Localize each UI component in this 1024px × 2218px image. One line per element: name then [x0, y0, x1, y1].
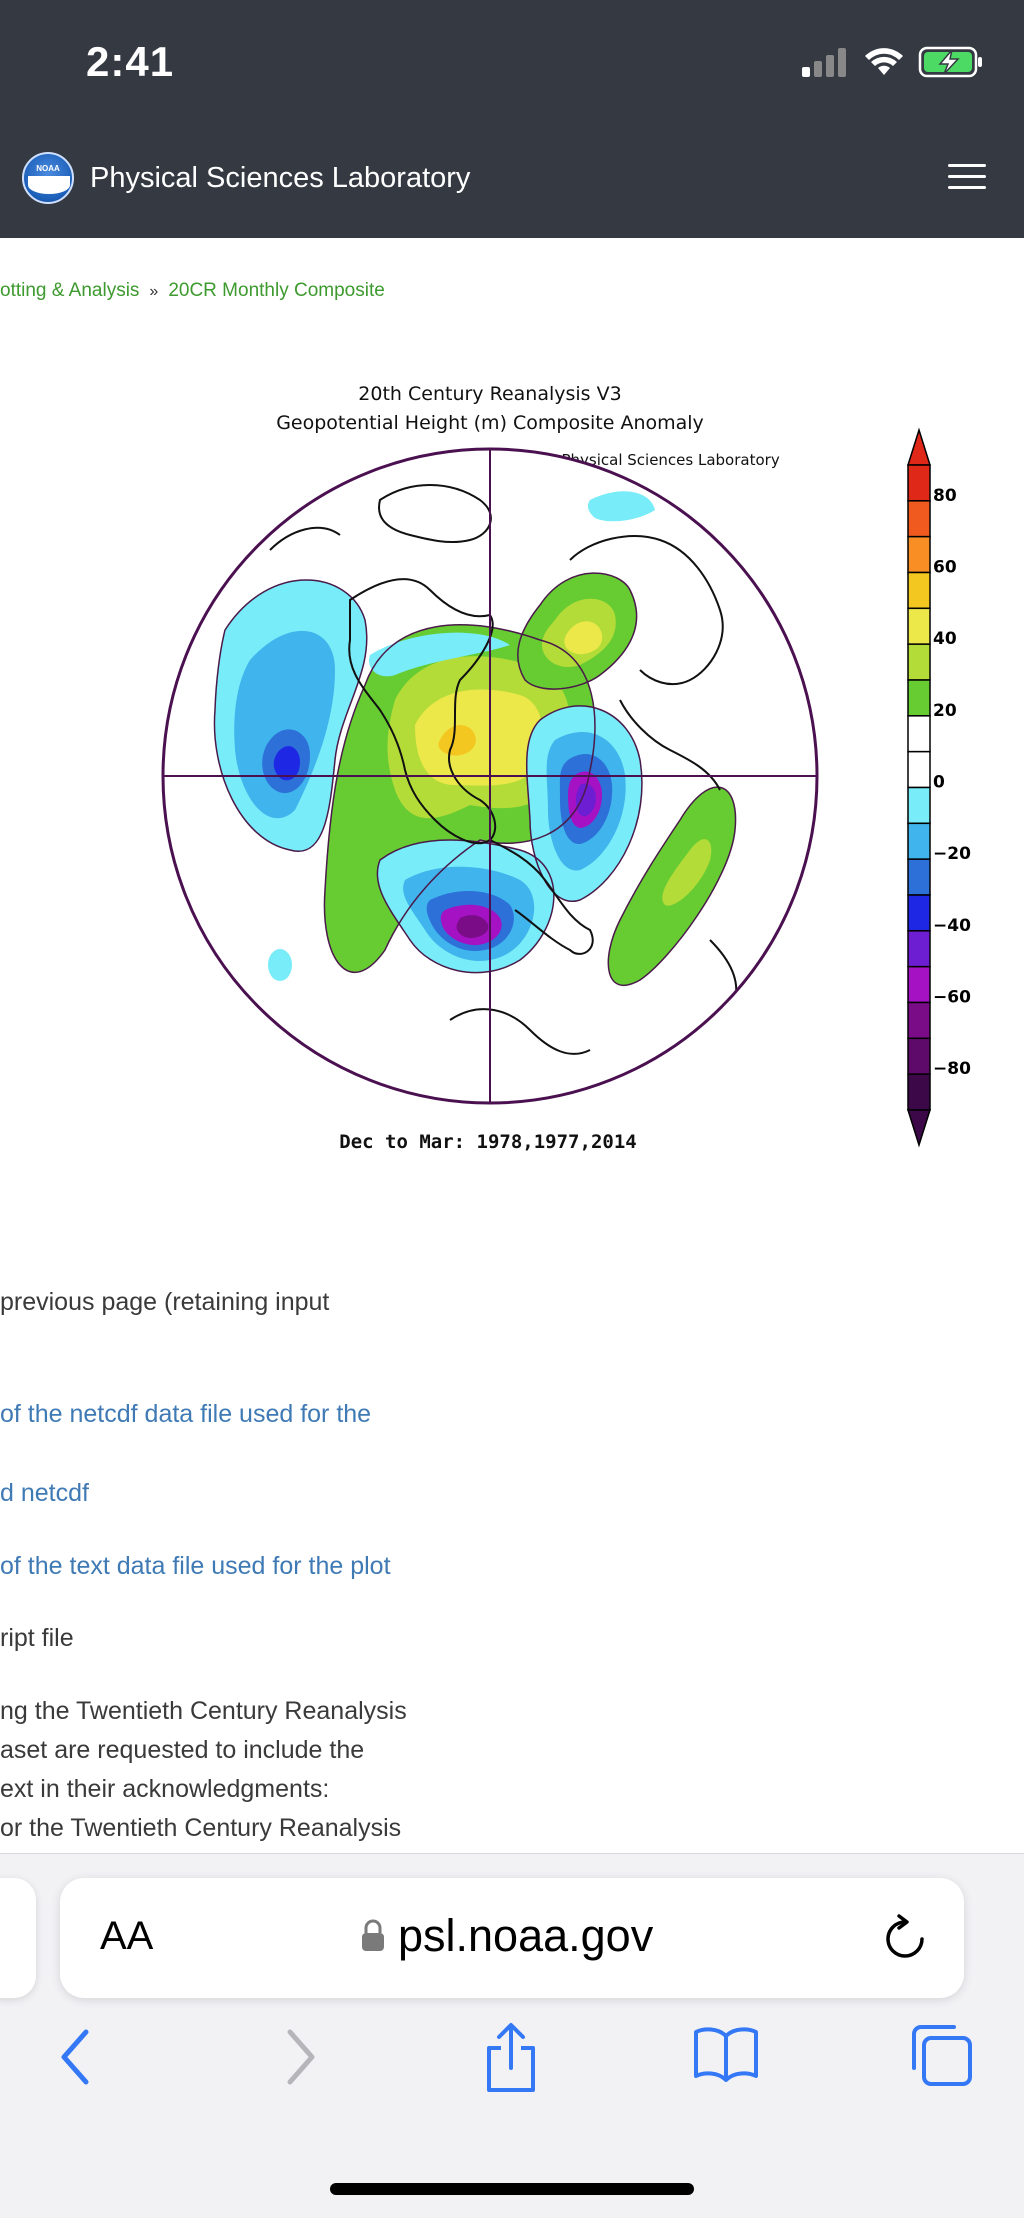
site-header: 2:41 NOAA Physical Sciences Laboratory: [0, 0, 1024, 238]
cellular-signal-icon: [802, 48, 846, 77]
colorbar-segment: [907, 715, 931, 753]
colorbar-segment: [907, 571, 931, 610]
colorbar-label: −60: [933, 988, 971, 1008]
script-file-text[interactable]: ript file: [0, 1624, 74, 1652]
noaa-logo: NOAA: [22, 152, 74, 204]
status-time: 2:41: [86, 38, 175, 85]
netcdf-link[interactable]: d netcdf: [0, 1479, 89, 1507]
breadcrumb: otting & Analysis » 20CR Monthly Composite: [0, 280, 385, 302]
colorbar-segment: [907, 464, 931, 502]
wifi-icon: [865, 48, 903, 75]
url-display[interactable]: psl.noaa.gov: [360, 1910, 653, 1962]
colorbar-segment: [907, 1001, 931, 1040]
bookmarks-icon[interactable]: [692, 2022, 760, 2082]
logo-text: NOAA: [36, 164, 60, 173]
colorbar-segment: [907, 1073, 931, 1111]
plot-title: 20th Century Reanalysis V3: [358, 383, 622, 405]
breadcrumb-plotting-analysis[interactable]: otting & Analysis: [0, 280, 140, 301]
colorbar-bottom-arrow: [906, 1109, 932, 1148]
lock-icon: [362, 1919, 384, 1951]
colorbar-segment: [907, 786, 931, 825]
browser-nav: [0, 2022, 1024, 2102]
colorbar-segment: [907, 1037, 931, 1075]
colorbar-segment: [907, 858, 931, 896]
status-icons: [802, 42, 986, 82]
colorbar-label: 0: [933, 773, 945, 793]
colorbar-label: 40: [933, 629, 957, 649]
text-data-file-link[interactable]: of the text data file used for the plot: [0, 1552, 391, 1580]
plot-period: Dec to Mar: 1978,1977,2014: [339, 1131, 637, 1153]
colorbar-label: −20: [933, 844, 971, 864]
tabs-icon[interactable]: [908, 2022, 974, 2088]
colorbar-segment: [907, 822, 931, 860]
netcdf-file-link[interactable]: of the netcdf data file used for the: [0, 1400, 372, 1428]
colorbar-segment: [907, 535, 931, 574]
breadcrumb-20cr-composite[interactable]: 20CR Monthly Composite: [168, 280, 385, 301]
brand[interactable]: NOAA Physical Sciences Laboratory: [22, 152, 470, 204]
browser-toolbar: AA psl.noaa.gov: [0, 1853, 1024, 2218]
plot-subtitle: Geopotential Height (m) Composite Anomal…: [276, 412, 704, 434]
home-indicator: [330, 2183, 694, 2195]
ack-paragraph-line4: or the Twentieth Century Reanalysis: [0, 1814, 402, 1842]
breadcrumb-separator: »: [149, 283, 159, 300]
battery-charging-icon: [918, 46, 982, 78]
colorbar: 80 60 40 20 0 −20 −40 −60 −80: [906, 427, 971, 1148]
previous-tab-preview[interactable]: [0, 1878, 36, 1998]
back-icon[interactable]: [56, 2022, 96, 2092]
reader-options-button[interactable]: AA: [100, 1914, 154, 1958]
menu-button[interactable]: [948, 164, 986, 190]
colorbar-segment: [907, 643, 931, 681]
site-name: Physical Sciences Laboratory: [90, 161, 471, 194]
colorbar-top-arrow: [906, 427, 932, 466]
composite-anomaly-map: [161, 447, 819, 1105]
colorbar-segment: [907, 679, 931, 717]
reload-icon[interactable]: [882, 1914, 928, 1962]
share-icon[interactable]: [483, 2022, 539, 2094]
ack-paragraph-line3: ext in their acknowledgments:: [0, 1775, 330, 1803]
colorbar-label: 80: [933, 486, 957, 506]
return-previous-text[interactable]: previous page (retaining input: [0, 1288, 330, 1316]
menu-icon: [948, 164, 986, 167]
colorbar-label: −40: [933, 916, 971, 936]
colorbar-label: −80: [933, 1059, 971, 1079]
address-bar[interactable]: AA psl.noaa.gov: [60, 1878, 964, 1998]
colorbar-segment: [907, 607, 931, 645]
ack-paragraph-line2: aset are requested to include the: [0, 1736, 365, 1764]
colorbar-segment: [907, 930, 931, 968]
colorbar-label: 60: [933, 558, 957, 578]
colorbar-segment: [907, 500, 931, 538]
ack-paragraph-line1: ng the Twentieth Century Reanalysis: [0, 1697, 407, 1725]
colorbar-segment: [907, 894, 931, 932]
forward-icon[interactable]: [280, 2022, 320, 2092]
colorbar-segment: [907, 965, 931, 1004]
colorbar-label: 20: [933, 701, 957, 721]
colorbar-segment: [907, 750, 931, 789]
url-text: psl.noaa.gov: [398, 1910, 654, 1961]
